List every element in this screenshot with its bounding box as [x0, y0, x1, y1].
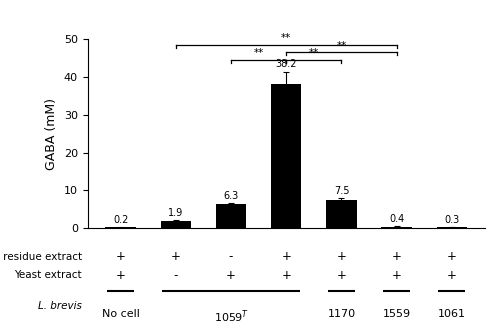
Text: 1059$^T$: 1059$^T$ — [214, 309, 248, 325]
Text: 1559: 1559 — [382, 309, 410, 319]
Text: 0.2: 0.2 — [113, 215, 128, 225]
Text: +: + — [447, 250, 457, 263]
Text: +: + — [282, 269, 291, 282]
Bar — [160, 221, 191, 228]
Text: L. brevis: L. brevis — [38, 301, 82, 311]
Text: +: + — [226, 269, 236, 282]
Text: -: - — [174, 269, 178, 282]
Text: -: - — [229, 250, 233, 263]
Text: 6.3: 6.3 — [224, 191, 238, 200]
Text: 1061: 1061 — [438, 309, 466, 319]
Text: **: ** — [281, 33, 291, 43]
Text: +: + — [171, 250, 181, 263]
Text: +: + — [447, 269, 457, 282]
Bar — [271, 84, 302, 228]
Text: +: + — [116, 269, 126, 282]
Text: +: + — [282, 250, 291, 263]
Text: 0.3: 0.3 — [444, 215, 460, 225]
Bar — [216, 204, 246, 228]
Text: +: + — [116, 250, 126, 263]
Text: +: + — [336, 250, 346, 263]
Text: 1.9: 1.9 — [168, 208, 184, 218]
Text: +: + — [392, 250, 402, 263]
Text: **: ** — [254, 48, 264, 58]
Text: 7.5: 7.5 — [334, 186, 349, 196]
Y-axis label: GABA (mM): GABA (mM) — [45, 98, 58, 170]
Text: 0.4: 0.4 — [389, 214, 404, 224]
Bar — [326, 200, 356, 228]
Text: No cell: No cell — [102, 309, 140, 319]
Text: 1170: 1170 — [328, 309, 355, 319]
Text: +: + — [392, 269, 402, 282]
Text: Date residue extract: Date residue extract — [0, 252, 82, 261]
Text: +: + — [336, 269, 346, 282]
Text: 38.2: 38.2 — [276, 59, 297, 69]
Text: Yeast extract: Yeast extract — [14, 271, 82, 280]
Bar — [436, 227, 467, 228]
Bar — [382, 227, 412, 228]
Text: **: ** — [308, 48, 319, 58]
Text: **: ** — [336, 41, 346, 51]
